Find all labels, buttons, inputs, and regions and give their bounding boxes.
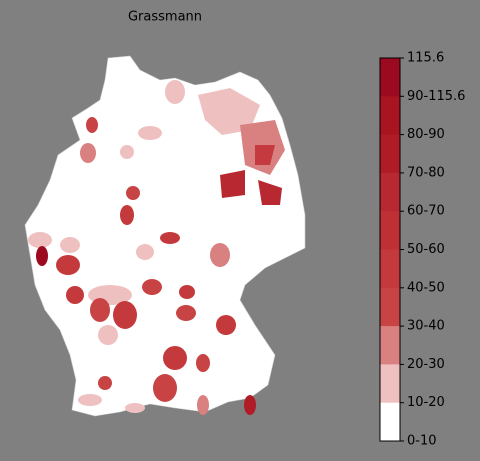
colorbar-segment (380, 96, 400, 136)
colorbar-label: 115.6 (407, 51, 444, 66)
colorbar-segment (380, 211, 400, 250)
colorbar-segment (380, 364, 400, 404)
colorbar-label: 0-10 (407, 434, 437, 449)
colorbar-segment (380, 134, 400, 174)
colorbar-label: 10-20 (407, 395, 445, 410)
colorbar-segment (380, 287, 400, 327)
colorbar-segment (380, 172, 400, 212)
colorbar-label: 20-30 (407, 357, 445, 372)
map-title: Grassmann (128, 10, 202, 25)
colorbar-label: 60-70 (407, 204, 445, 219)
colorbar-label: 30-40 (407, 319, 445, 334)
colorbar: 115.6 90-115.6 80-90 70-80 60-70 50-60 40-50 30… (379, 51, 465, 449)
colorbar-segment (380, 402, 400, 442)
colorbar-segment (380, 58, 400, 97)
colorbar-segment (380, 249, 400, 289)
colorbar-label: 50-60 (407, 242, 445, 257)
colorbar-label: 40-50 (407, 280, 445, 295)
colorbar-label: 90-115.6 (407, 89, 465, 104)
colorbar-label: 80-90 (407, 127, 445, 142)
colorbar-label: 70-80 (407, 165, 445, 180)
germany-map (24, 55, 306, 417)
colorbar-segment (380, 326, 400, 365)
district-shading (28, 80, 285, 415)
